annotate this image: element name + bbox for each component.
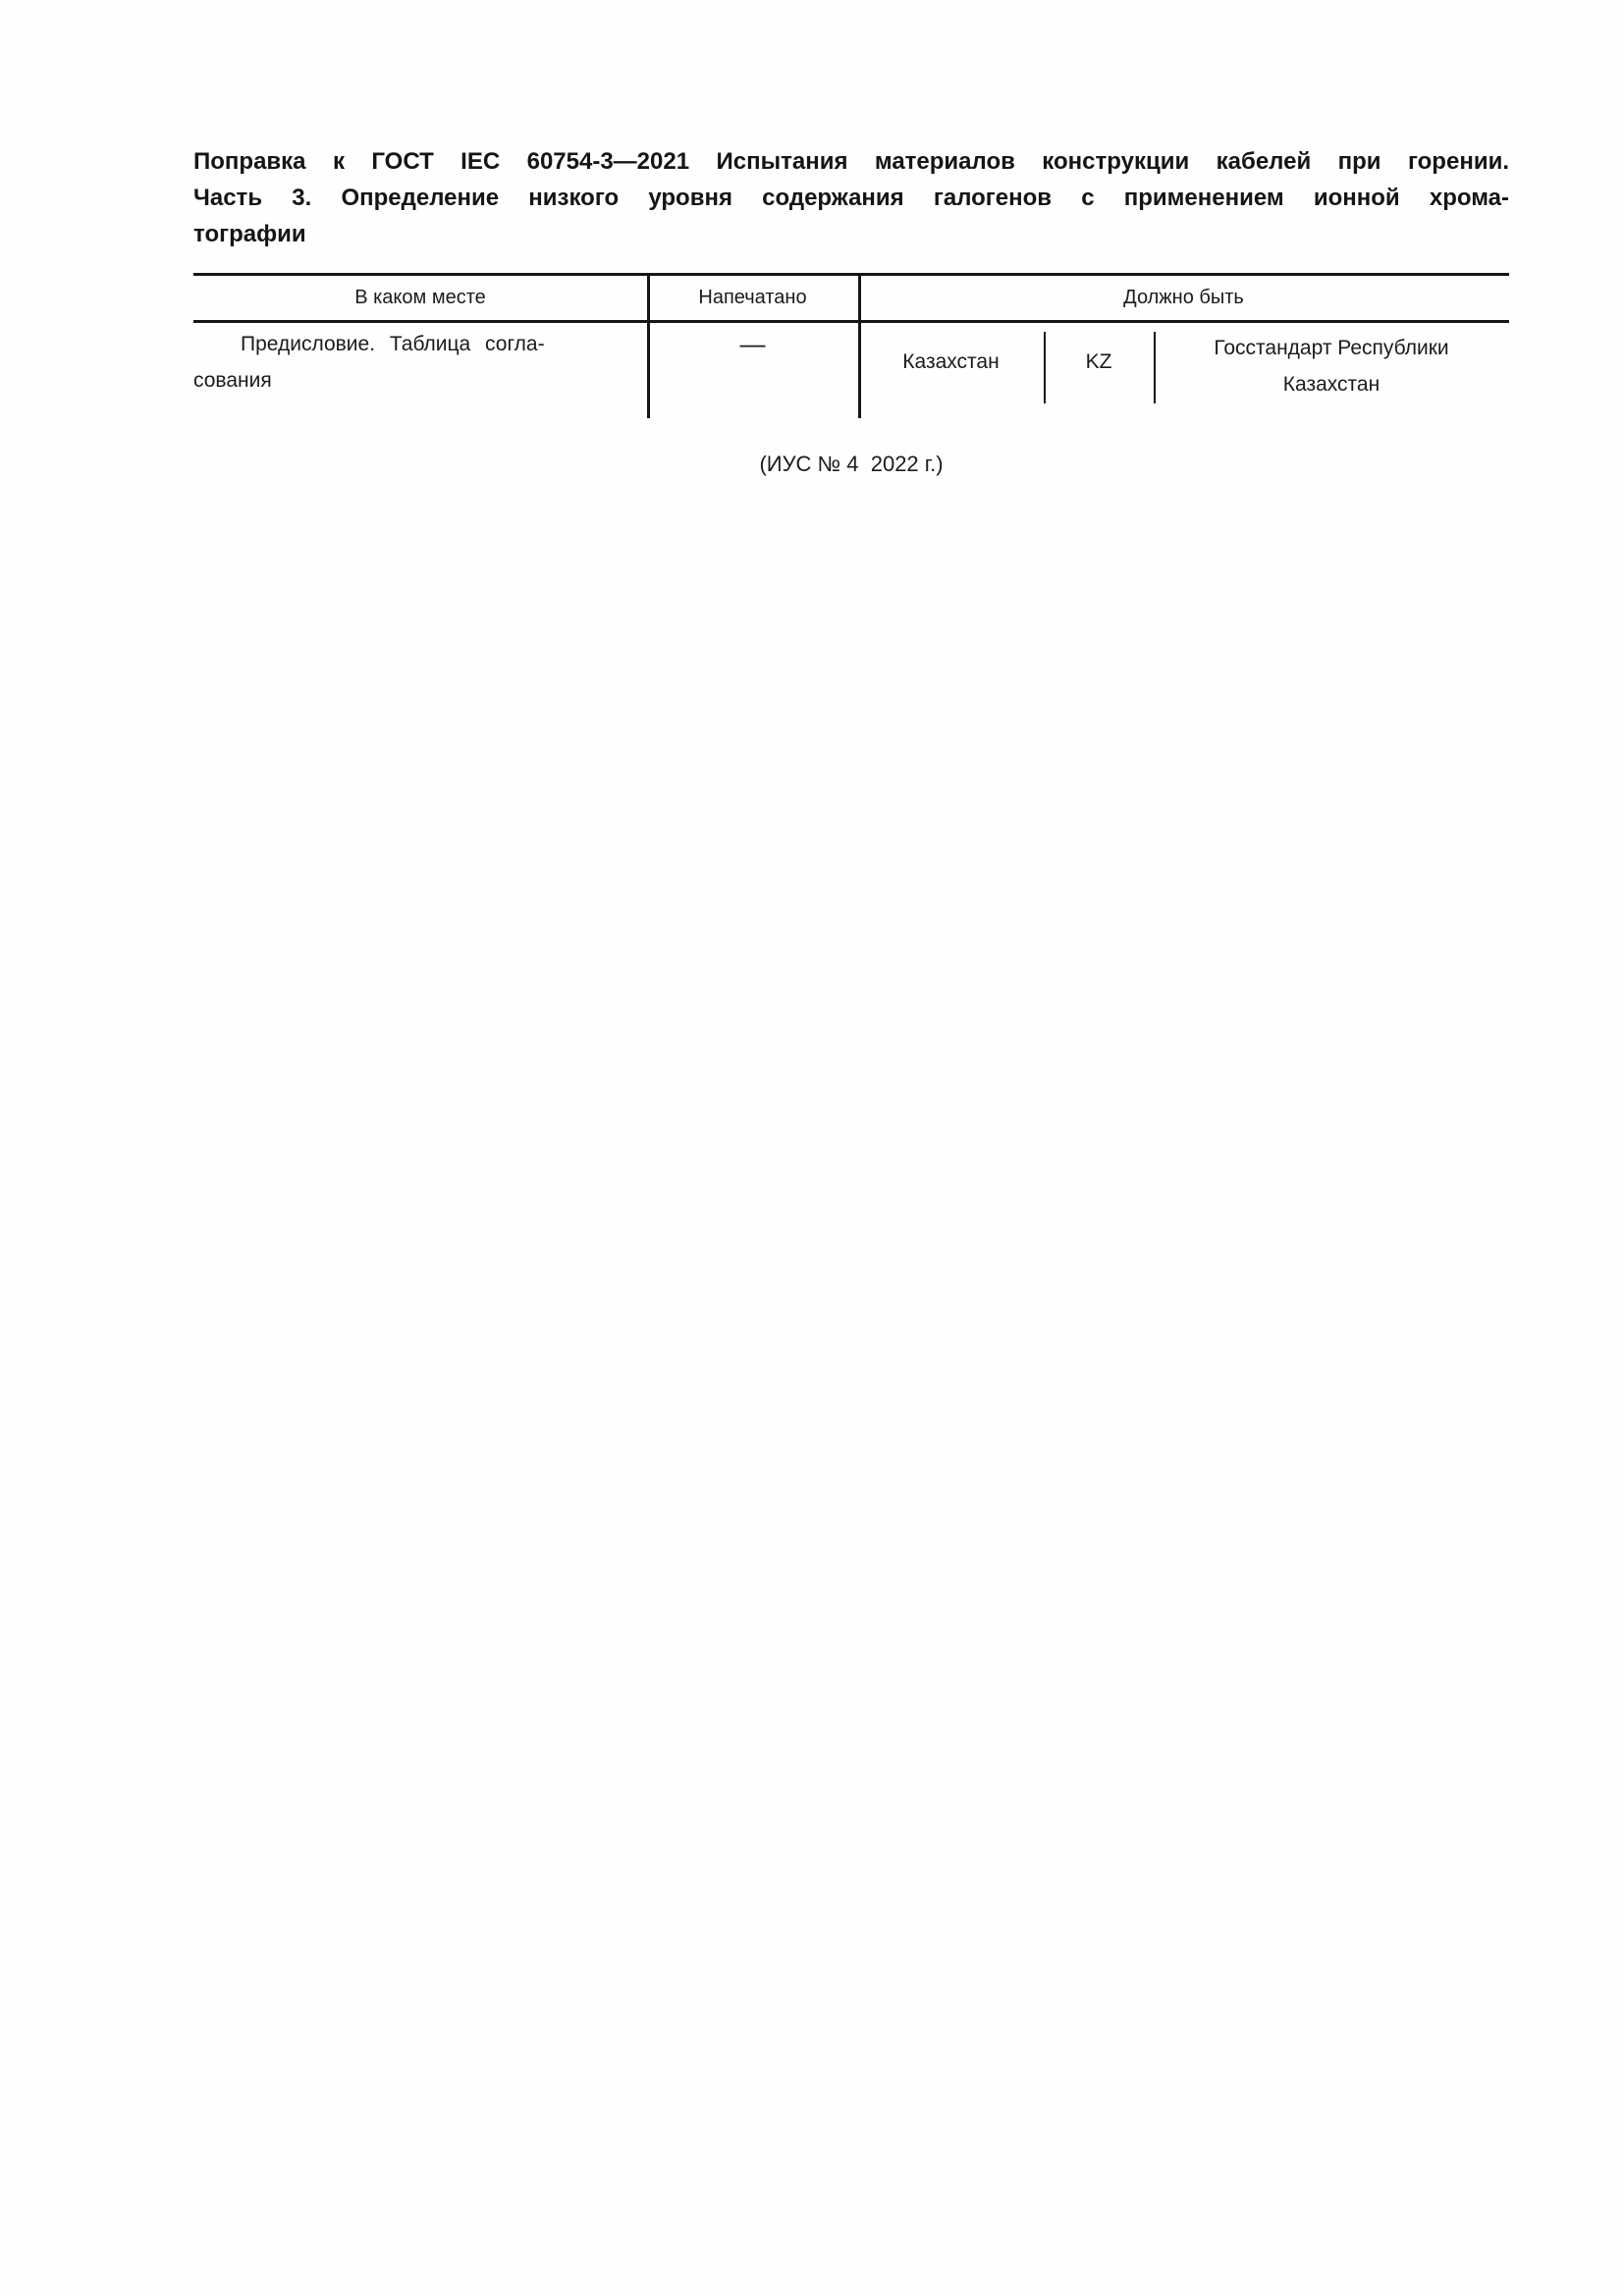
header-cell-should-be: Должно быть [1123, 287, 1244, 308]
document-title: Поправка к ГОСТ IEC 60754-3—2021 Испытан… [193, 143, 1509, 252]
table-header-separator-rule [193, 320, 1509, 323]
table-sub-divider-2 [1154, 332, 1156, 403]
table-top-rule [193, 273, 1509, 276]
cell-country: Казахстан [902, 350, 1000, 373]
cell-location-line-2: сования [193, 369, 272, 392]
cell-country-code: KZ [1085, 350, 1112, 373]
cell-location-line-1: Предисловие. Таблица согла- [241, 333, 545, 355]
table-column-divider-1 [647, 273, 650, 418]
footnote-ius: (ИУС № 4 2022 г.) [759, 452, 944, 476]
header-cell-location: В каком месте [354, 287, 486, 308]
corrections-table: В каком месте Напечатано Должно быть Пре… [193, 273, 1509, 418]
cell-location: Предисловие. Таблица согла- сования [193, 326, 641, 399]
table-sub-divider-1 [1044, 332, 1046, 403]
title-line-1: Поправка к ГОСТ IEC 60754-3—2021 Испытан… [193, 148, 1509, 175]
cell-agency: Госстандарт Республики Казахстан [1154, 330, 1509, 402]
cell-agency-line-2: Казахстан [1282, 373, 1380, 396]
table-column-divider-2 [858, 273, 861, 418]
title-line-3: тографии [193, 221, 306, 247]
cell-printed-dash: — [739, 329, 766, 358]
title-line-2: Часть 3. Определение низкого уровня соде… [193, 185, 1509, 211]
header-cell-printed: Напечатано [698, 287, 807, 308]
cell-agency-line-1: Госстандарт Республики [1214, 337, 1449, 359]
